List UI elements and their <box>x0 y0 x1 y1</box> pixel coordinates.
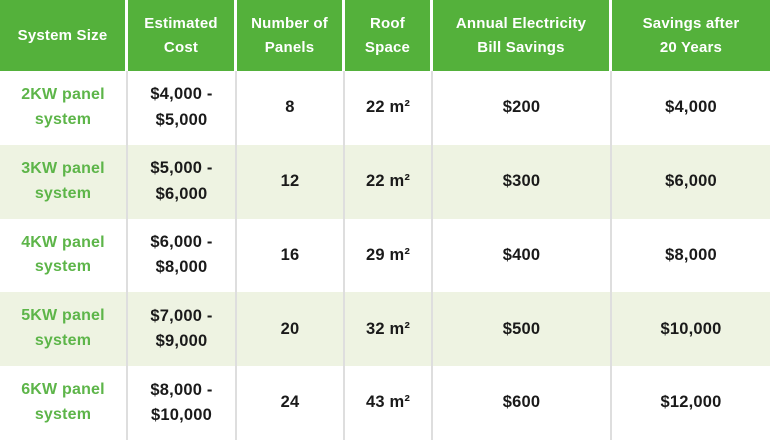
cell-panels-5kw: 20 <box>237 292 345 367</box>
cell-annual-savings-3kw: $300 <box>433 144 612 219</box>
cell-roof-space-3kw: 22 m² <box>345 144 433 219</box>
cell-savings-20yr-5kw: $10,000 <box>612 292 770 367</box>
cell-savings-20yr-2kw: $4,000 <box>665 98 717 117</box>
cell-savings-20yr-6kw: $12,000 <box>660 393 722 412</box>
cell-estimated-cost-6kw: $8,000 - $10,000 <box>128 366 237 440</box>
cell-system-size-5kw: 5KW panel system <box>0 292 128 367</box>
cell-roof-space-5kw: 32 m² <box>345 292 433 367</box>
cell-panels-6kw: 24 <box>237 366 345 440</box>
header-number-of-panels: Number of Panels <box>237 0 345 71</box>
cell-system-size-2kw: 2KW panel system <box>0 71 128 145</box>
cell-roof-space-4kw: 29 m² <box>345 218 433 293</box>
cell-annual-savings-5kw: $500 <box>433 292 612 367</box>
cell-estimated-cost-4kw: $6,000 - $8,000 <box>128 218 237 293</box>
header-savings-after-20-years: Savings after 20 Years <box>612 0 770 71</box>
cell-savings-20yr-4kw: $8,000 <box>665 245 717 264</box>
header-annual-bill-savings: Annual Electricity Bill Savings <box>433 0 612 71</box>
cell-estimated-cost-2kw: $4,000 - $5,000 <box>128 71 237 145</box>
header-estimated-cost: Estimated Cost <box>128 0 237 71</box>
cell-system-size-4kw: 4KW panel system <box>0 218 128 293</box>
cell-savings-20yr-3kw: $6,000 <box>612 144 770 219</box>
cell-roof-space-6kw: 43 m² <box>345 366 433 440</box>
cell-panels-4kw: 16 <box>237 218 345 293</box>
cell-system-size-6kw: 6KW panel system <box>0 366 128 440</box>
header-roof-space: Roof Space <box>345 0 433 71</box>
cell-panels-3kw: 12 <box>237 144 345 219</box>
cell-annual-savings-4kw: $400 <box>433 218 612 293</box>
cell-estimated-cost-3kw: $5,000 - $6,000 <box>128 144 237 219</box>
cell-roof-space-2kw: 22 m² <box>345 71 433 145</box>
header-system-size: System Size <box>0 0 128 71</box>
cell-annual-savings-2kw: $200 <box>433 71 612 145</box>
cell-annual-savings-6kw: $600 <box>433 366 612 440</box>
cell-estimated-cost-5kw: $7,000 - $9,000 <box>128 292 237 367</box>
cell-panels-2kw: 8 <box>237 71 345 145</box>
cell-system-size-3kw: 3KW panel system <box>0 144 128 219</box>
